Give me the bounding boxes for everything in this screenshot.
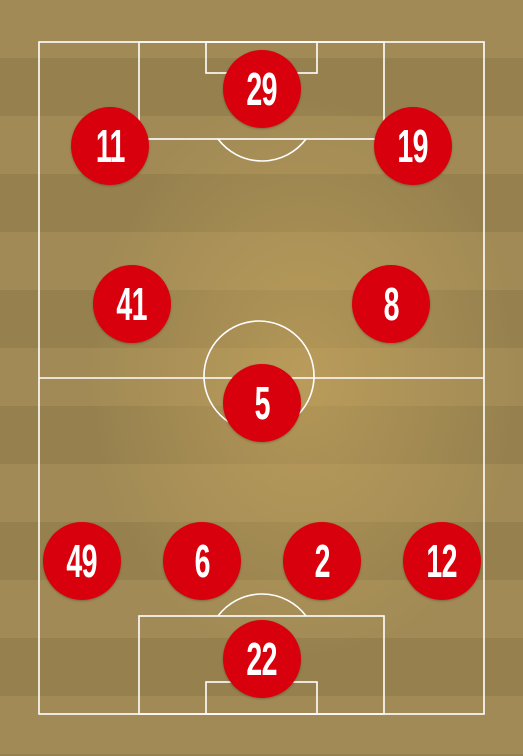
player-marker[interactable]: 11 <box>71 107 149 185</box>
player-marker[interactable]: 19 <box>374 107 452 185</box>
player-number: 6 <box>194 535 210 587</box>
player-marker[interactable]: 8 <box>352 265 430 343</box>
player-marker[interactable]: 6 <box>163 522 241 600</box>
player-number: 11 <box>95 120 126 172</box>
player-number: 8 <box>383 278 399 330</box>
player-number: 22 <box>246 633 278 685</box>
player-marker[interactable]: 49 <box>43 522 121 600</box>
player-number: 49 <box>66 535 98 587</box>
top-penalty-arc <box>217 138 307 162</box>
player-marker[interactable]: 41 <box>93 265 171 343</box>
player-marker[interactable]: 22 <box>223 620 301 698</box>
player-number: 12 <box>426 535 458 587</box>
player-number: 29 <box>246 63 278 115</box>
player-marker[interactable]: 12 <box>403 522 481 600</box>
player-number: 19 <box>397 120 429 172</box>
player-marker[interactable]: 29 <box>223 50 301 128</box>
player-number: 2 <box>314 535 330 587</box>
player-marker[interactable]: 2 <box>283 522 361 600</box>
bottom-penalty-arc <box>217 593 307 617</box>
player-number: 41 <box>116 278 148 330</box>
player-number: 5 <box>254 377 270 429</box>
player-marker[interactable]: 5 <box>223 364 301 442</box>
